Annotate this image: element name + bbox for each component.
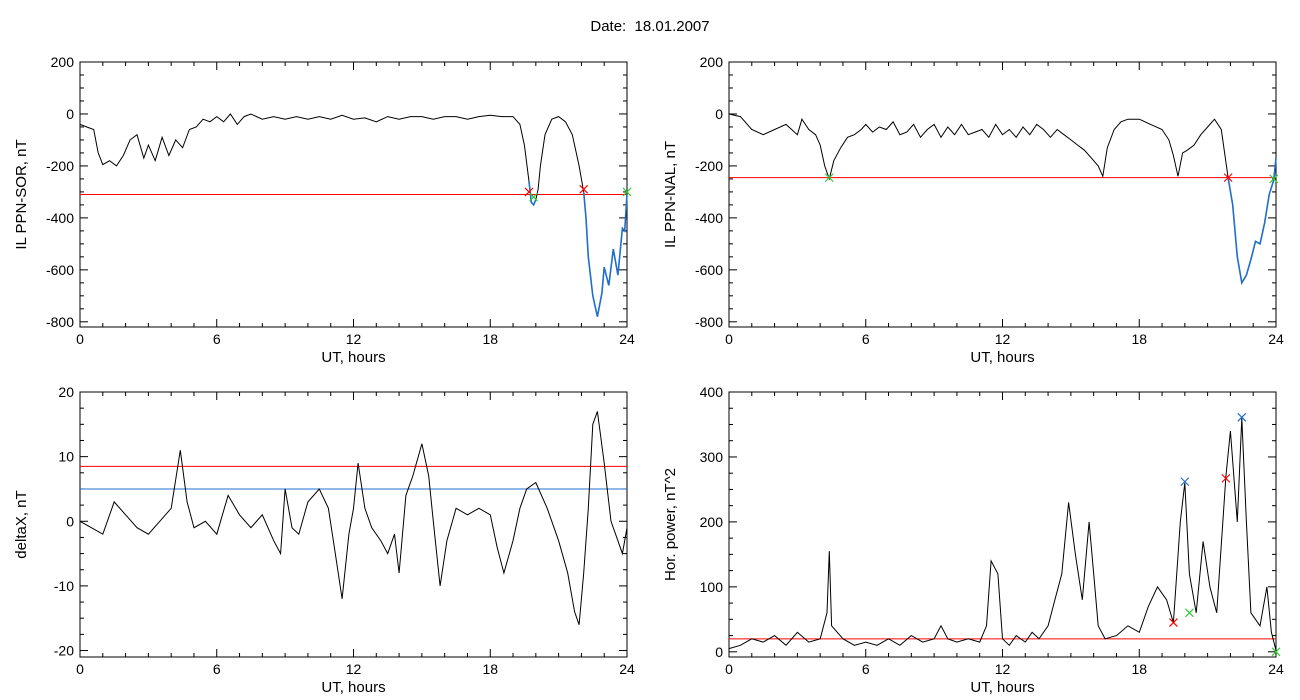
y-tick-label: 0 [715, 644, 723, 660]
y-axis-label: deltaX, nT [13, 490, 30, 558]
x-tick-label: 18 [482, 331, 498, 347]
highlight-segment [528, 181, 537, 207]
highlight-segment [1227, 158, 1277, 286]
y-tick-label: -600 [46, 262, 74, 278]
x-tick-label: 6 [862, 661, 870, 677]
x-tick-label: 24 [1268, 661, 1284, 677]
plot-frame [79, 391, 628, 658]
y-tick-label: 200 [700, 514, 724, 530]
highlight-segment [582, 191, 628, 317]
data-series-line [728, 113, 1277, 285]
x-tick-label: 24 [1268, 331, 1284, 347]
x-tick-label: 0 [725, 661, 733, 677]
y-tick-label: 10 [58, 449, 74, 465]
y-tick-label: 0 [66, 513, 74, 529]
marker-blue [1180, 477, 1190, 487]
x-tick-label: 0 [76, 661, 84, 677]
y-tick-label: 400 [700, 384, 724, 400]
chart-panel-1: 0 6 12 18 24 -800 -600 -400 -200 0 200 UT, hours IL … [13, 54, 635, 366]
x-tick-label: 18 [1131, 331, 1147, 347]
x-tick-label: 24 [619, 661, 635, 677]
y-axis-label: Hor. power, nT^2 [662, 468, 679, 581]
y-tick-label: -10 [54, 578, 74, 594]
marker-green [1271, 647, 1281, 657]
y-tick-label: -20 [54, 643, 74, 659]
marker-stroke [1184, 608, 1194, 618]
marker-stroke [1269, 174, 1279, 184]
x-tick-label: 24 [619, 331, 635, 347]
y-tick-label: 200 [51, 54, 75, 70]
marker-blue [1237, 412, 1247, 422]
marker-stroke [1271, 647, 1281, 657]
marker-green [529, 192, 538, 202]
y-axis-label: IL PPN-SOR, nT [13, 139, 30, 249]
marker-stroke [579, 184, 589, 194]
marker-stroke [824, 173, 834, 183]
data-series-line [79, 411, 628, 625]
x-tick-label: 18 [1131, 661, 1147, 677]
marker-green [1269, 174, 1279, 184]
y-tick-label: 0 [66, 106, 74, 122]
y-tick-label: -200 [46, 158, 74, 174]
x-tick-label: 6 [213, 661, 221, 677]
x-tick-label: 0 [725, 331, 733, 347]
marker-stroke [1221, 473, 1231, 483]
x-tick-label: 0 [76, 331, 84, 347]
y-tick-label: -800 [46, 314, 74, 330]
x-tick-label: 12 [346, 661, 362, 677]
marker-stroke [529, 192, 538, 202]
marker-stroke [1180, 477, 1190, 487]
y-tick-label: -800 [695, 314, 723, 330]
marker-green [622, 187, 632, 197]
y-tick-label: 300 [700, 449, 724, 465]
marker-red [1223, 173, 1233, 183]
y-tick-label: -600 [695, 262, 723, 278]
data-series-line [79, 113, 628, 317]
x-tick-label: 12 [346, 331, 362, 347]
x-tick-label: 6 [862, 331, 870, 347]
marker-green [1184, 608, 1194, 618]
marker-stroke [622, 187, 632, 197]
y-tick-label: -400 [695, 210, 723, 226]
y-tick-label: 20 [58, 384, 74, 400]
x-tick-label: 18 [482, 661, 498, 677]
chart-panel-3: 0 6 12 18 24 -20 -10 0 10 20 UT, hours deltaX, nT [13, 384, 635, 696]
marker-stroke [1237, 412, 1247, 422]
x-tick-label: 12 [995, 331, 1011, 347]
y-axis-label: IL PPN-NAL, nT [662, 141, 679, 248]
chart-panel-4: 0 6 12 18 24 0 100 200 300 400 UT, hours Hor. power… [662, 384, 1284, 696]
plot-frame [728, 61, 1277, 328]
y-tick-label: 200 [700, 54, 724, 70]
marker-stroke [1169, 618, 1178, 628]
plot-frame [728, 391, 1277, 658]
y-tick-label: -200 [695, 158, 723, 174]
marker-red [579, 184, 589, 194]
y-tick-label: 0 [715, 106, 723, 122]
data-series-line [728, 417, 1277, 651]
x-tick-label: 6 [213, 331, 221, 347]
x-axis-label: UT, hours [321, 349, 385, 366]
x-axis-label: UT, hours [970, 349, 1034, 366]
marker-stroke [524, 187, 534, 197]
y-tick-label: -400 [46, 210, 74, 226]
marker-stroke [1223, 173, 1233, 183]
marker-red [1169, 618, 1178, 628]
marker-red [1221, 473, 1231, 483]
x-axis-label: UT, hours [970, 679, 1034, 696]
x-tick-label: 12 [995, 661, 1011, 677]
marker-green [824, 173, 834, 183]
y-tick-label: 100 [700, 579, 724, 595]
x-axis-label: UT, hours [321, 679, 385, 696]
chart-panel-2: 0 6 12 18 24 -800 -600 -400 -200 0 200 UT, hours IL … [662, 54, 1284, 366]
figure-title: Date: 18.01.2007 [590, 18, 710, 35]
